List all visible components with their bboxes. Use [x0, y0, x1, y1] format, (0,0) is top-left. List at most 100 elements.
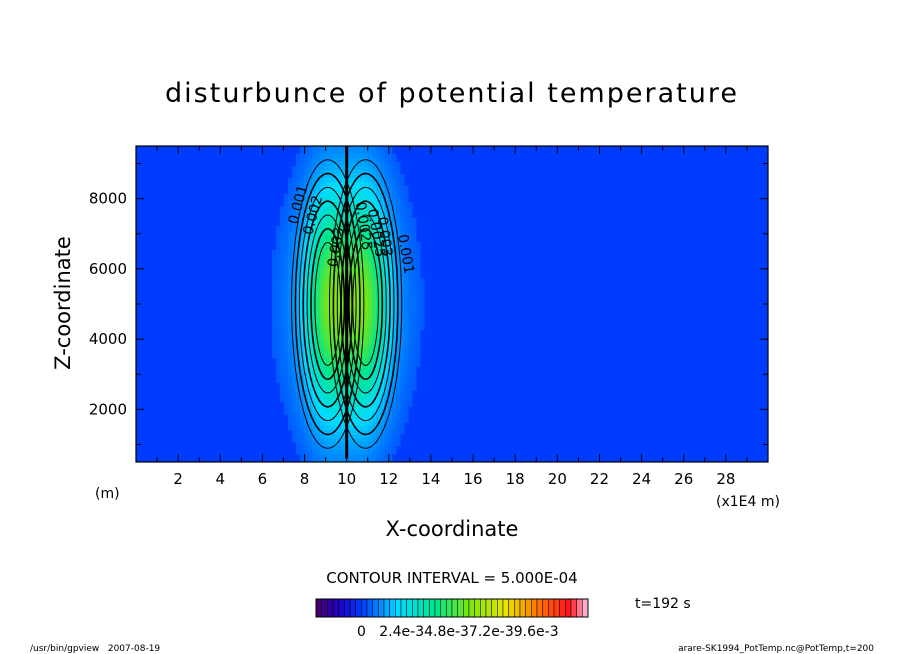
heatmap-cell [384, 322, 389, 327]
heatmap-cell [324, 426, 329, 431]
heatmap-cell [340, 162, 345, 167]
heatmap-cell [276, 358, 281, 363]
heatmap-cell [340, 318, 345, 323]
heatmap-cell [324, 442, 329, 447]
heatmap-cell [300, 254, 305, 259]
heatmap-cell [288, 390, 293, 395]
contour-line [294, 172, 361, 436]
heatmap-cell [400, 338, 405, 343]
heatmap-cell [408, 254, 413, 259]
heatmap-cell [396, 338, 401, 343]
heatmap-cell [312, 250, 317, 255]
heatmap-cell [272, 270, 277, 275]
heatmap-cell [348, 354, 353, 359]
heatmap-cell [364, 170, 369, 175]
heatmap-cell [384, 450, 389, 455]
heatmap-cell [284, 218, 289, 223]
heatmap-cell [304, 326, 309, 331]
heatmap-cell [308, 458, 313, 463]
heatmap-cell [280, 222, 285, 227]
heatmap-cell [324, 390, 329, 395]
heatmap-cell [328, 298, 333, 303]
colorbar-swatch [525, 598, 532, 618]
heatmap-cell [360, 446, 365, 451]
heatmap-cell [404, 358, 409, 363]
heatmap-cell [356, 190, 361, 195]
heatmap-cell [372, 178, 377, 183]
heatmap-cell [408, 270, 413, 275]
heatmap-cell [372, 294, 377, 299]
heatmap-cell [296, 382, 301, 387]
heatmap-cell [404, 398, 409, 403]
heatmap-cell [420, 282, 425, 287]
heatmap-cell [352, 242, 357, 247]
heatmap-cell [300, 210, 305, 215]
heatmap-cell [360, 190, 365, 195]
heatmap-cell [376, 266, 381, 271]
heatmap-cell [332, 422, 337, 427]
heatmap-cell [312, 306, 317, 311]
heatmap-cell [396, 374, 401, 379]
heatmap-cell [332, 382, 337, 387]
heatmap-cell [368, 262, 373, 267]
heatmap-cell [400, 346, 405, 351]
heatmap-cell [384, 178, 389, 183]
heatmap-cell [288, 322, 293, 327]
heatmap-cell [300, 442, 305, 447]
heatmap-cell [404, 386, 409, 391]
heatmap-cell [372, 334, 377, 339]
heatmap-cell [388, 266, 393, 271]
heatmap-cell [356, 418, 361, 423]
colorbar-swatch [531, 598, 538, 618]
heatmap-cell [276, 286, 281, 291]
heatmap-cell [332, 150, 337, 155]
heatmap-cell [324, 262, 329, 267]
heatmap-cell [392, 350, 397, 355]
heatmap-cell [304, 358, 309, 363]
heatmap-cell [300, 454, 305, 459]
heatmap-cell [388, 426, 393, 431]
heatmap-cell [304, 174, 309, 179]
heatmap-cell [308, 274, 313, 279]
heatmap-cell [320, 346, 325, 351]
heatmap-cell [408, 274, 413, 279]
heatmap-cell [288, 214, 293, 219]
heatmap-cell [396, 402, 401, 407]
heatmap-cell [356, 170, 361, 175]
heatmap-cell [336, 350, 341, 355]
heatmap-cell [284, 382, 289, 387]
heatmap-cell [332, 170, 337, 175]
heatmap-cell [312, 418, 317, 423]
heatmap-cell [324, 422, 329, 427]
heatmap-cell [296, 230, 301, 235]
heatmap-cell [404, 230, 409, 235]
heatmap-cell [272, 326, 277, 331]
heatmap-cell [368, 438, 373, 443]
heatmap-cell [364, 342, 369, 347]
heatmap-cell [308, 170, 313, 175]
heatmap-cell [400, 418, 405, 423]
heatmap-cell [340, 174, 345, 179]
heatmap-cell [292, 326, 297, 331]
heatmap-cell [320, 394, 325, 399]
heatmap-cell [300, 358, 305, 363]
heatmap-cell [324, 150, 329, 155]
heatmap-cell [304, 242, 309, 247]
heatmap-cell [284, 206, 289, 211]
heatmap-cell [324, 434, 329, 439]
heatmap-cell [348, 430, 353, 435]
heatmap-cell [340, 230, 345, 235]
heatmap-cell [404, 226, 409, 231]
heatmap-cell [272, 278, 277, 283]
heatmap-cell [272, 314, 277, 319]
heatmap-cell [376, 206, 381, 211]
heatmap-cell [308, 378, 313, 383]
heatmap-cell [392, 426, 397, 431]
heatmap-cell [348, 306, 353, 311]
heatmap-cell [356, 194, 361, 199]
heatmap-cell [332, 410, 337, 415]
heatmap-cell [408, 358, 413, 363]
heatmap-cell [368, 194, 373, 199]
heatmap-cell [280, 358, 285, 363]
heatmap-cell [388, 370, 393, 375]
